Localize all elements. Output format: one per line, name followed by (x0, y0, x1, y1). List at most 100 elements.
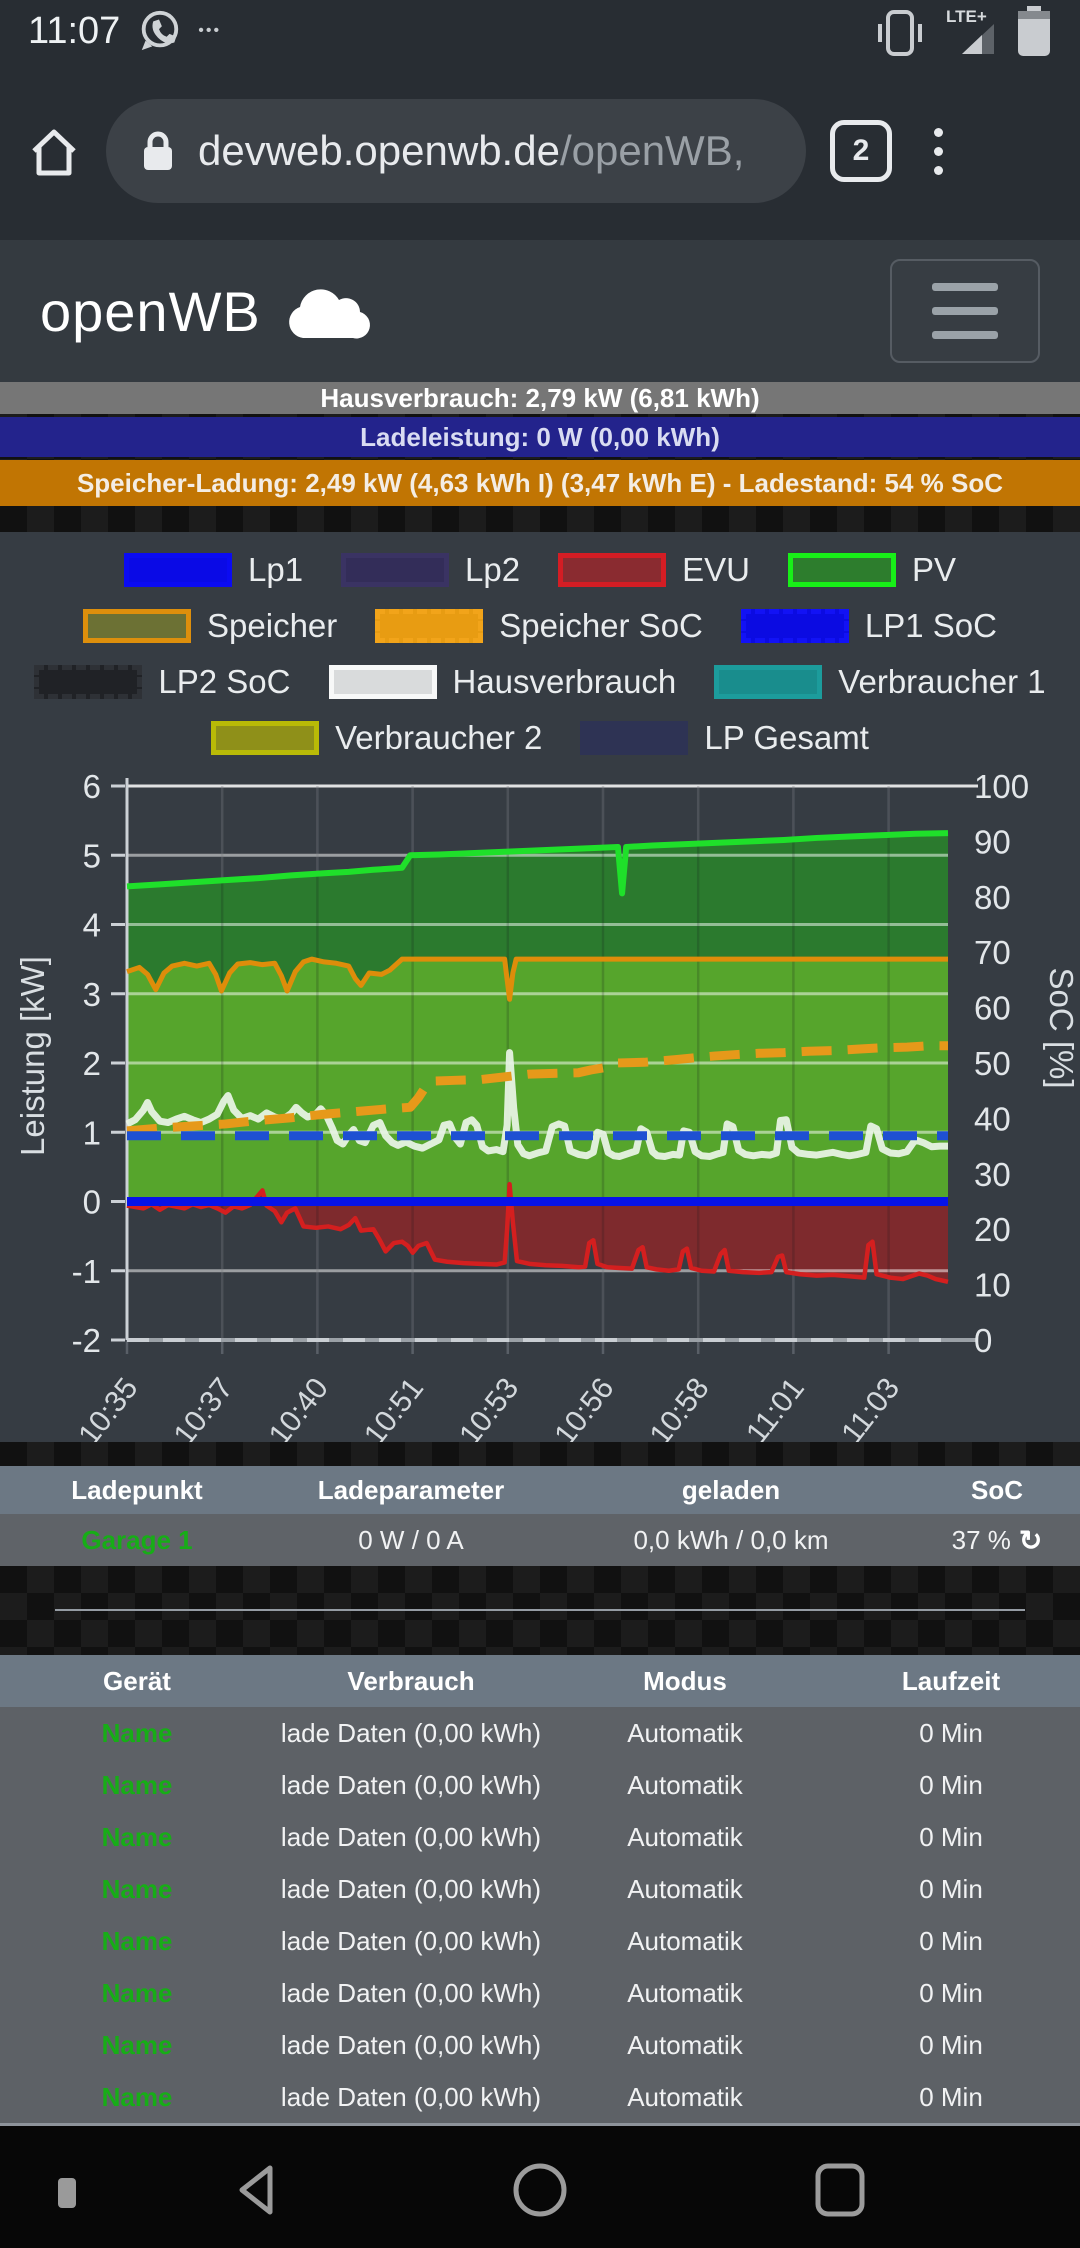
svg-text:10:56: 10:56 (548, 1372, 620, 1442)
legend-item-speicher[interactable]: Speicher (83, 607, 337, 645)
legend-swatch (341, 553, 450, 587)
tab-switcher-button[interactable]: 2 (830, 120, 892, 182)
column-header: Modus (643, 1665, 727, 1696)
chart-panel: Lp1 Lp2 EVU PV Speicher Speicher SoC LP1 SoC LP… (0, 532, 1080, 1442)
svg-text:100: 100 (974, 768, 1029, 805)
soc-refresh-button[interactable]: ↻ (1018, 1524, 1043, 1556)
legend-item-lp2[interactable]: Lp2 (341, 551, 520, 589)
svg-text:10:53: 10:53 (453, 1372, 525, 1442)
device-mode: Automatik (627, 2081, 743, 2112)
legend-swatch (123, 553, 232, 587)
legend-item-evu[interactable]: EVU (558, 551, 750, 589)
legend-item-speicher-soc[interactable]: Speicher SoC (375, 607, 703, 645)
device-row: Name lade Daten (0,00 kWh) Automatik 0 Min (0, 1759, 1080, 1811)
loadpoint-params: 0 W / 0 A (358, 1524, 464, 1555)
legend-label: Lp1 (247, 551, 304, 588)
column-header: Verbrauch (347, 1665, 475, 1696)
section-divider (55, 1609, 1025, 1611)
svg-text:1: 1 (83, 1114, 101, 1151)
device-name-link[interactable]: Name (101, 1925, 173, 1956)
loadpoint-row: Garage 1 0 W / 0 A 0,0 kWh / 0,0 km 37 % ↻ (0, 1514, 1080, 1566)
status-strip-text: Ladeleistung: 0 W (0,00 kWh) (360, 421, 720, 452)
device-mode: Automatik (627, 2029, 743, 2060)
device-name-link[interactable]: Name (101, 1873, 173, 1904)
carbon-gap (0, 506, 1080, 532)
home-button[interactable] (26, 123, 82, 179)
legend-item-lp1-soc[interactable]: LP1 SoC (740, 607, 997, 645)
home-nav-button[interactable] (512, 2162, 568, 2218)
svg-text:10:51: 10:51 (358, 1372, 430, 1442)
loadpoints-table-header: Ladepunkt Ladeparameter geladen SoC (0, 1466, 1080, 1514)
svg-text:80: 80 (974, 879, 1011, 916)
svg-text:6: 6 (83, 768, 101, 805)
svg-text:30: 30 (974, 1156, 1011, 1193)
legend-item-verbraucher-1[interactable]: Verbraucher 1 (714, 663, 1046, 701)
android-nav-bar (0, 2126, 1080, 2248)
device-consumption: lade Daten (0,00 kWh) (280, 1977, 542, 2008)
legend-label: EVU (682, 551, 750, 588)
legend-row: LP2 SoC Hausverbrauch Verbraucher 1 (0, 654, 1080, 710)
browser-toolbar: devweb.openwb.de/openWB, 2 (0, 62, 1080, 240)
brand: openWB (40, 274, 375, 348)
device-name-link[interactable]: Name (101, 1717, 173, 1748)
browser-menu-button[interactable] (934, 127, 943, 175)
svg-text:40: 40 (974, 1100, 1011, 1137)
device-name-link[interactable]: Name (101, 2081, 173, 2112)
device-consumption: lade Daten (0,00 kWh) (280, 1769, 542, 1800)
legend-item-hausverbrauch[interactable]: Hausverbrauch (328, 663, 677, 701)
svg-text:Leistung [kW]: Leistung [kW] (14, 956, 51, 1156)
network-type-label: LTE+ (946, 7, 987, 26)
svg-text:11:03: 11:03 (835, 1372, 906, 1442)
lock-icon (144, 131, 172, 170)
device-row: Name lade Daten (0,00 kWh) Automatik 0 Min (0, 1967, 1080, 2019)
device-runtime: 0 Min (919, 1717, 983, 1748)
device-name-link[interactable]: Name (101, 1821, 173, 1852)
svg-text:90: 90 (974, 823, 1011, 860)
url-text: devweb.openwb.de/openWB, (198, 127, 744, 175)
legend-label: Hausverbrauch (452, 663, 677, 700)
legend-swatch (558, 553, 667, 587)
device-row: Name lade Daten (0,00 kWh) Automatik 0 Min (0, 2071, 1080, 2123)
recents-button[interactable] (812, 2162, 868, 2218)
legend-swatch (740, 609, 849, 643)
legend-item-verbraucher-2[interactable]: Verbraucher 2 (211, 719, 542, 757)
svg-text:0: 0 (974, 1322, 992, 1359)
device-name-link[interactable]: Name (101, 2029, 173, 2060)
tab-count: 2 (852, 134, 870, 167)
loadpoint-soc: 37 % ↻ (914, 1524, 1080, 1557)
legend-swatch (83, 609, 192, 643)
legend-swatch (787, 553, 896, 587)
legend-item-lp-gesamt[interactable]: LP Gesamt (580, 719, 869, 757)
device-name-link[interactable]: Name (101, 1769, 173, 1800)
column-header: SoC (971, 1474, 1023, 1505)
back-button[interactable] (230, 2162, 286, 2218)
status-strip-hausverbrauch: Hausverbrauch: 2,79 kW (6,81 kWh) (0, 382, 1080, 414)
legend-item-lp2-soc[interactable]: LP2 SoC (34, 663, 291, 701)
address-bar[interactable]: devweb.openwb.de/openWB, (106, 99, 806, 203)
svg-text:70: 70 (974, 934, 1011, 971)
column-header: Ladepunkt (71, 1474, 203, 1505)
legend-item-pv[interactable]: PV (787, 551, 956, 589)
screenshot-indicator-icon (58, 2178, 76, 2208)
signal-lte-icon: LTE+ (946, 7, 994, 54)
legend-label: Verbraucher 2 (335, 719, 543, 756)
device-runtime: 0 Min (919, 1873, 983, 1904)
column-header: Laufzeit (901, 1665, 1001, 1696)
page-bottom-edge (0, 2123, 1080, 2126)
devices-table-header: Gerät Verbrauch Modus Laufzeit (0, 1655, 1080, 1707)
device-consumption: lade Daten (0,00 kWh) (280, 1717, 542, 1748)
device-name-link[interactable]: Name (101, 1977, 173, 2008)
svg-text:SoC [%]: SoC [%] (1043, 967, 1080, 1088)
svg-text:4: 4 (83, 907, 101, 944)
legend-swatch (328, 665, 437, 699)
legend-swatch (714, 665, 823, 699)
legend-item-lp1[interactable]: Lp1 (123, 551, 304, 589)
loadpoint-name-link[interactable]: Garage 1 (81, 1524, 193, 1555)
svg-text:2: 2 (83, 1045, 101, 1082)
device-runtime: 0 Min (919, 1977, 983, 2008)
status-strip-ladeleistung: Ladeleistung: 0 W (0,00 kWh) (0, 417, 1080, 457)
hamburger-menu-button[interactable] (890, 259, 1040, 363)
legend-label: Lp2 (465, 551, 521, 588)
url-path: /openWB, (559, 127, 745, 174)
